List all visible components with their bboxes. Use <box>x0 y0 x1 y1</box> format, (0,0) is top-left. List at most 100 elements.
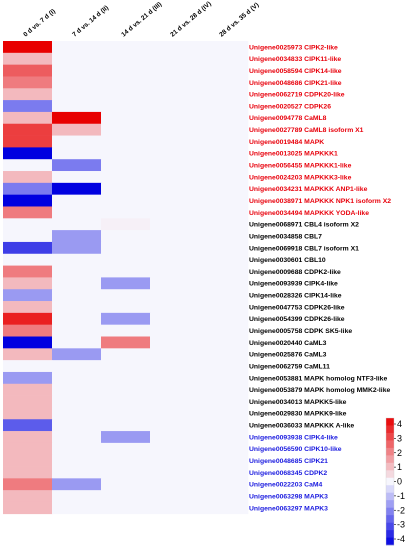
heatmap-cell <box>3 466 53 479</box>
heatmap-cell <box>101 419 151 432</box>
legend-swatch <box>386 432 394 441</box>
heatmap-cell <box>52 230 102 243</box>
heatmap-cell <box>52 241 102 255</box>
column-labels: 0 d vs. 7 d (I) 7 d vs. 14 d (II) 14 d vs.… <box>22 0 260 38</box>
heatmap-cell <box>150 111 200 125</box>
heatmap-cell <box>101 230 151 243</box>
heatmap-cell <box>101 383 151 396</box>
legend-swatch <box>386 440 394 449</box>
heatmap-cell <box>101 100 151 113</box>
legend-tick-label: -2 <box>397 505 405 515</box>
heatmap-cell <box>199 253 249 266</box>
heatmap-cell <box>199 324 249 337</box>
heatmap-cell <box>52 218 102 231</box>
heatmap-cell <box>199 206 249 219</box>
heatmap-cell <box>150 76 200 89</box>
heatmap-cell <box>150 360 200 373</box>
heatmap-cell <box>3 289 53 302</box>
row-label: Unigene0038971 MAPKKK NPK1 isoform X2 <box>249 198 391 205</box>
heatmap-cell <box>52 348 102 361</box>
heatmap-cell <box>199 64 249 77</box>
heatmap-cell <box>3 360 53 373</box>
heatmap-cell <box>3 100 53 113</box>
heatmap-cell <box>150 52 200 65</box>
row-label: Unigene0025973 CIPK2-like <box>249 44 338 51</box>
heatmap-cell <box>199 135 249 148</box>
heatmap-cell <box>52 41 102 54</box>
heatmap-cell <box>150 277 200 290</box>
row-label: Unigene0048686 CIPK21-like <box>249 80 342 87</box>
heatmap-cell <box>199 360 249 373</box>
heatmap-cell <box>3 395 53 408</box>
row-label: Unigene0056590 CIPK10-like <box>249 446 342 453</box>
heatmap-cell <box>52 135 102 148</box>
heatmap-cell <box>150 206 200 219</box>
heatmap-cell <box>101 111 151 125</box>
heatmap-cell <box>150 454 200 467</box>
heatmap-cell <box>52 206 102 219</box>
heatmap-cell <box>3 253 53 266</box>
heatmap-cell <box>101 123 151 136</box>
heatmap-cell <box>199 407 249 420</box>
heatmap-cell <box>101 348 151 361</box>
row-label: Unigene0029830 MAPKK9-like <box>249 411 347 418</box>
heatmap-cell <box>199 454 249 467</box>
heatmap-cell <box>150 147 200 160</box>
heatmap-cell <box>101 336 151 349</box>
heatmap-cell <box>150 395 200 408</box>
legend-swatch <box>386 425 394 434</box>
heatmap-cell <box>199 182 249 195</box>
heatmap-cell <box>199 490 249 503</box>
heatmap-cell <box>150 301 200 314</box>
heatmap-cell <box>199 301 249 314</box>
heatmap-cell <box>3 454 53 467</box>
heatmap-cell <box>150 218 200 231</box>
heatmap-cell <box>3 241 53 255</box>
heatmap-cell <box>101 52 151 65</box>
column-label: 14 d vs. 21 d (III) <box>120 1 163 39</box>
heatmap-cell <box>150 336 200 349</box>
heatmap-cell <box>3 41 53 54</box>
row-label: Unigene0054399 CDPK26-like <box>249 316 345 323</box>
heatmap-cell <box>101 159 151 172</box>
heatmap-cell <box>101 360 151 373</box>
heatmap-cell <box>3 383 53 396</box>
heatmap-cell <box>52 371 102 385</box>
heatmap-cell <box>3 230 53 243</box>
heatmap-cell <box>150 265 200 278</box>
heatmap-cell <box>199 41 249 54</box>
heatmap-cell <box>101 442 151 455</box>
heatmap-cell <box>3 407 53 420</box>
row-label: Unigene0030601 CBL10 <box>249 257 326 264</box>
legend-tick-label: -3 <box>397 520 405 530</box>
heatmap-cell <box>199 478 249 491</box>
heatmap-cell <box>52 490 102 503</box>
heatmap-cell <box>52 312 102 325</box>
legend-swatch <box>386 515 394 523</box>
heatmap-cell <box>3 111 53 125</box>
row-label: Unigene0005758 CDPK SK5-like <box>249 328 352 335</box>
row-label: Unigene0047753 CDPK26-like <box>249 304 345 311</box>
legend-tick-label: 2 <box>397 448 402 458</box>
heatmap-cell <box>150 348 200 361</box>
heatmap-cell <box>150 324 200 337</box>
heatmap-cell <box>52 64 102 77</box>
heatmap-cell <box>199 111 249 125</box>
heatmap-cell <box>52 194 102 207</box>
heatmap-cell <box>52 360 102 373</box>
heatmap-cell <box>3 490 53 503</box>
heatmap-cell <box>150 419 200 432</box>
heatmap-cell <box>101 182 151 195</box>
legend-swatch <box>386 530 394 538</box>
heatmap-cell <box>101 206 151 219</box>
heatmap-cell <box>101 265 151 278</box>
heatmap-cell <box>52 501 102 515</box>
heatmap-cell <box>199 52 249 65</box>
legend-tick-label: 1 <box>397 462 402 472</box>
legend-swatch <box>386 418 394 426</box>
color-legend: 4 3 2 1 0 -1 -2 -3 -4 <box>385 417 405 546</box>
row-label: Unigene0053879 MAPK homolog MMK2-like <box>249 387 390 394</box>
heatmap-cell <box>52 76 102 89</box>
row-label: Unigene0027789 CaML8 isoform X1 <box>249 127 364 134</box>
heatmap-cell <box>3 371 53 385</box>
